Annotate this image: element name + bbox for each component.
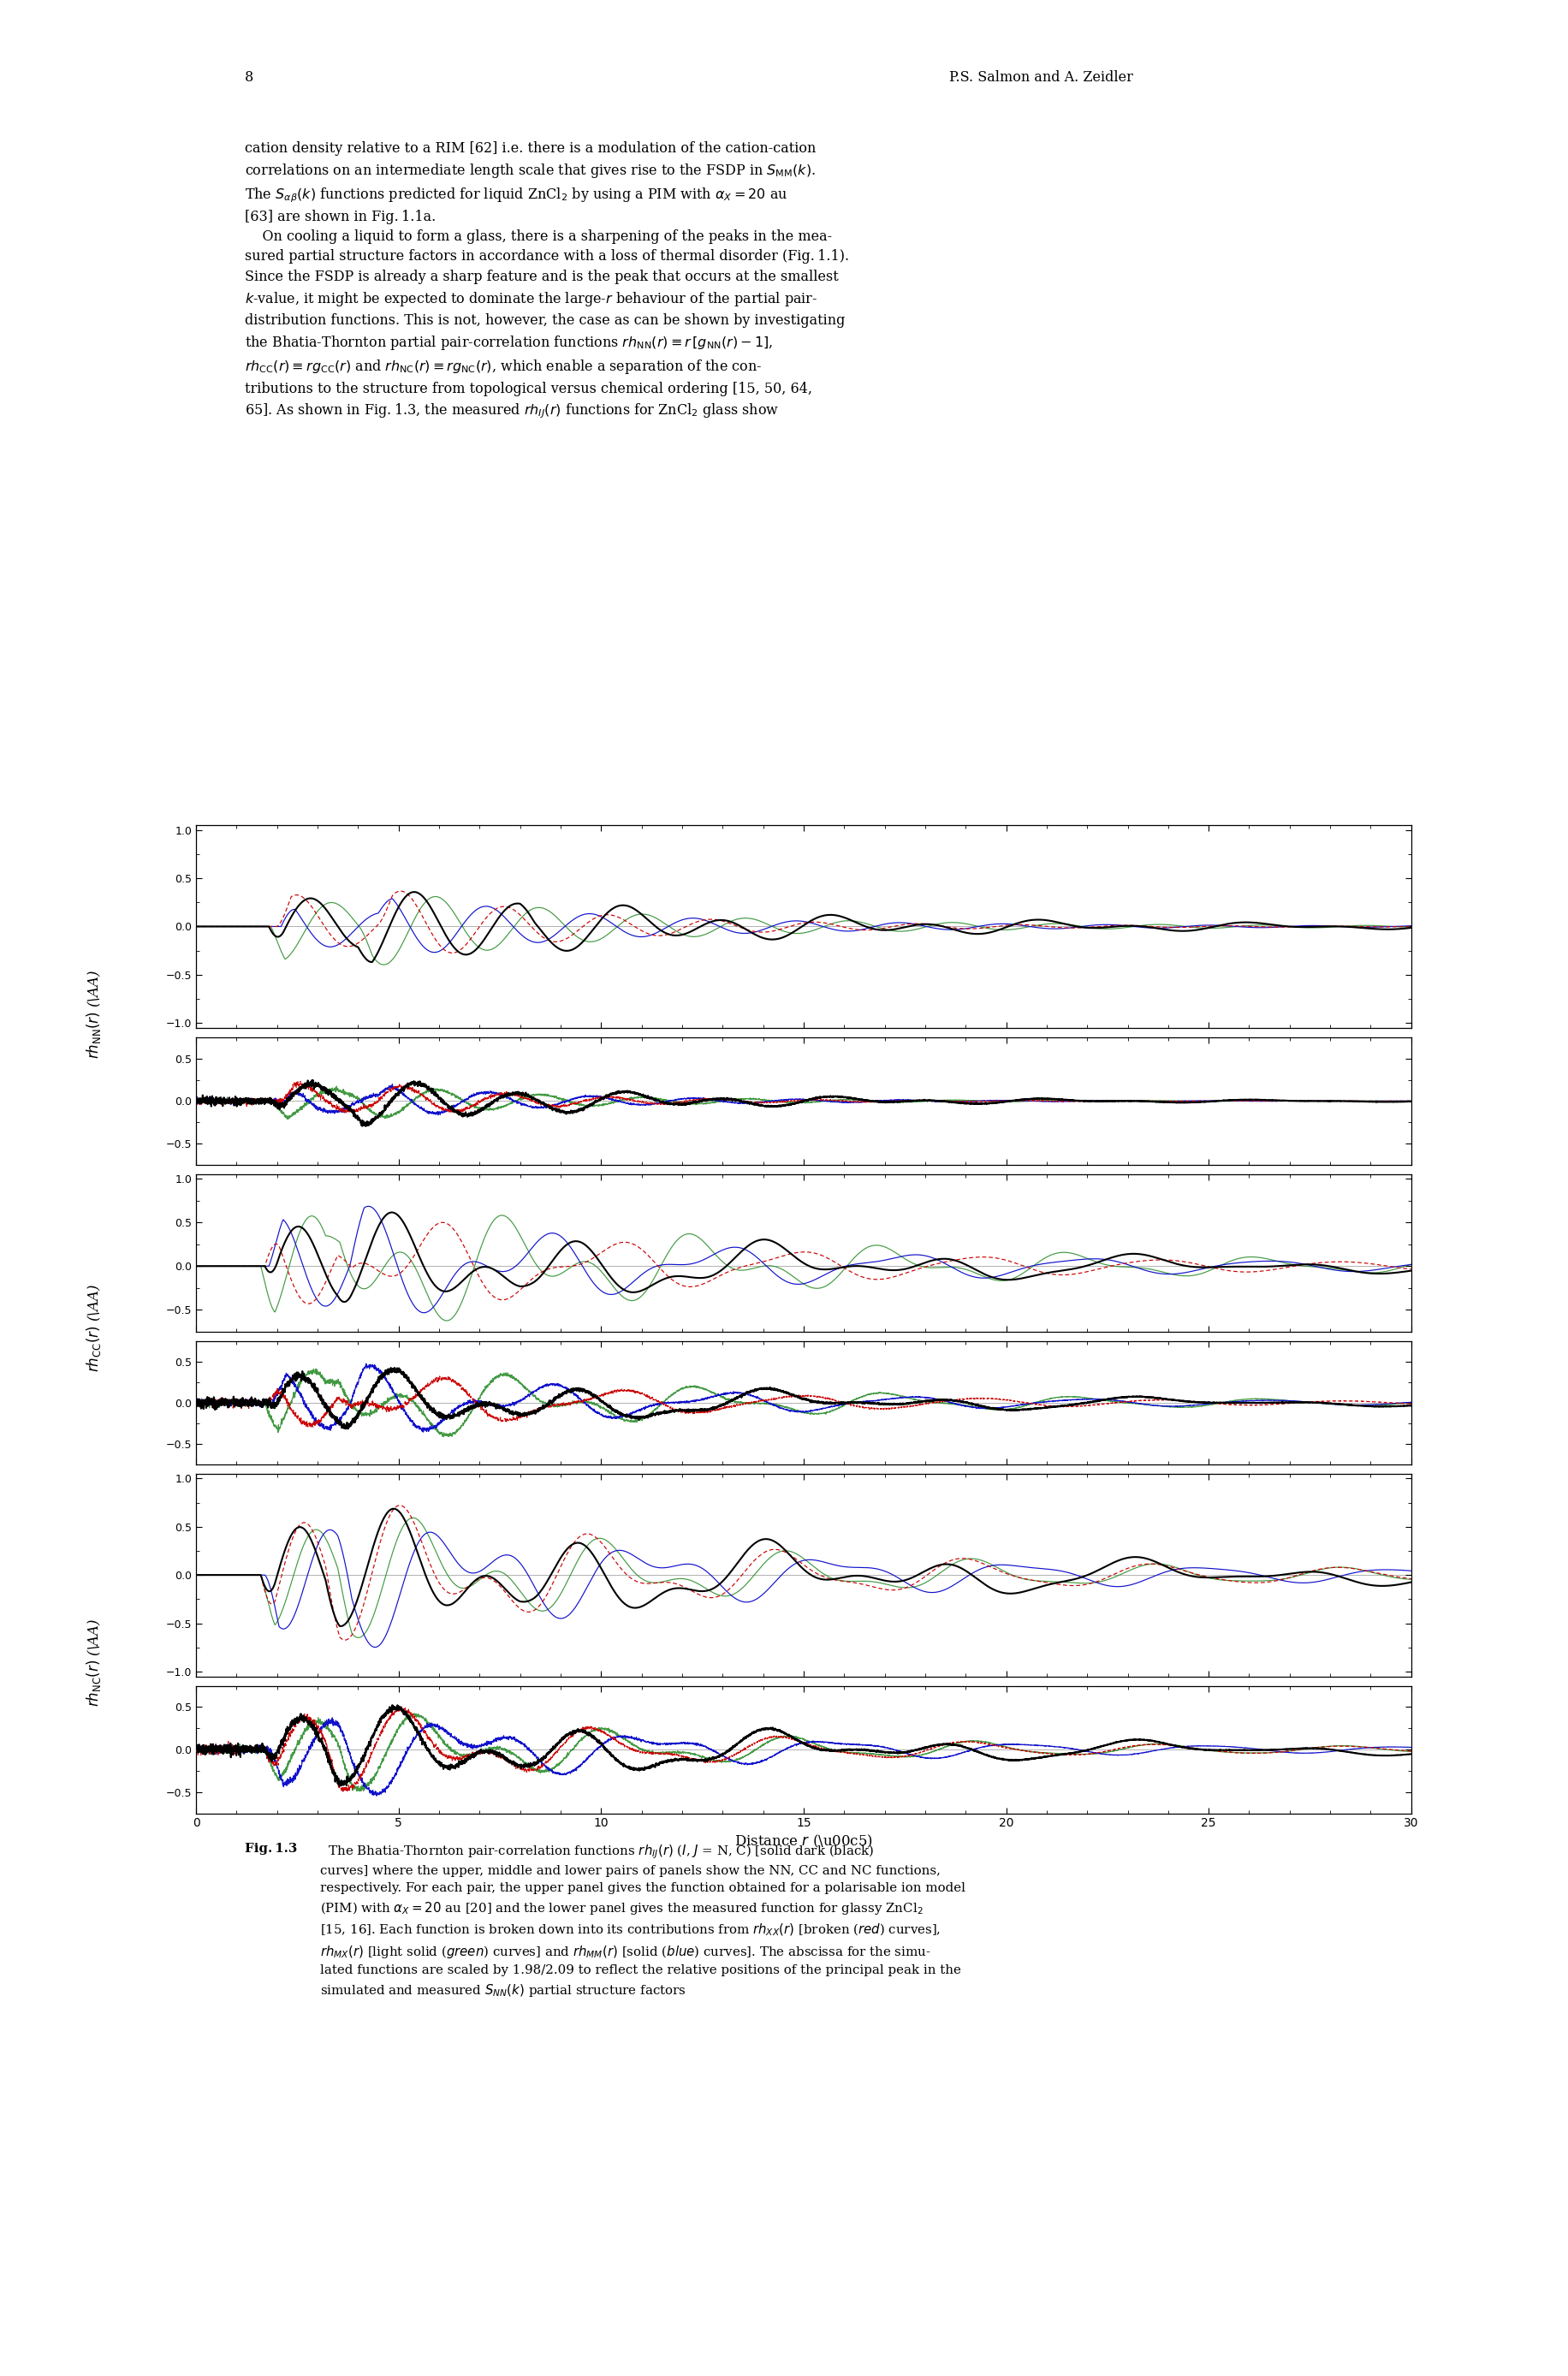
- Text: 8: 8: [245, 71, 254, 86]
- Text: The Bhatia-Thornton pair-correlation functions $rh_{IJ}(r)$ ($I$, $J$ = N, C) [s: The Bhatia-Thornton pair-correlation fun…: [320, 1844, 966, 1998]
- Text: P.S. Salmon and A. Zeidler: P.S. Salmon and A. Zeidler: [949, 71, 1134, 86]
- Text: Fig. 1.3: Fig. 1.3: [245, 1844, 298, 1856]
- X-axis label: Distance $r$ (\u00c5): Distance $r$ (\u00c5): [734, 1832, 873, 1849]
- Text: $rh_{\mathrm{NN}}(r)$ (\AA): $rh_{\mathrm{NN}}(r)$ (\AA): [85, 969, 103, 1057]
- Text: $rh_{\mathrm{NC}}(r)$ (\AA): $rh_{\mathrm{NC}}(r)$ (\AA): [85, 1618, 103, 1706]
- Text: cation density relative to a RIM [62] i.e. there is a modulation of the cation-c: cation density relative to a RIM [62] i.…: [245, 140, 848, 421]
- Text: $rh_{\mathrm{CC}}(r)$ (\AA): $rh_{\mathrm{CC}}(r)$ (\AA): [85, 1283, 103, 1371]
